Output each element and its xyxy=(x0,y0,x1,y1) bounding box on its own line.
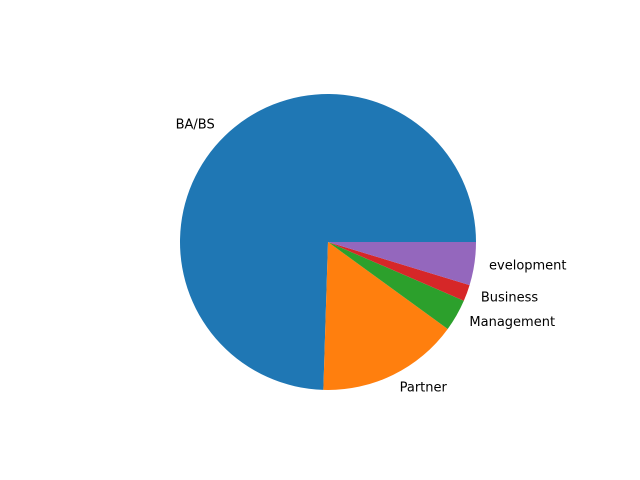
pie-slice-partner xyxy=(323,242,448,391)
slices-layer xyxy=(180,94,476,391)
slice-label-evelopment: evelopment xyxy=(489,258,567,273)
slice-label-management: Management xyxy=(469,315,555,330)
slice-label-ba-bs: BA/BS xyxy=(176,118,215,133)
slice-label-partner: Partner xyxy=(400,381,448,396)
pie-slice-ba-bs xyxy=(180,94,476,390)
labels-layer: BA/BS Partner Management Business evelopment xyxy=(176,118,567,396)
slice-label-business: Business xyxy=(481,291,539,306)
pie-slice-evelopment xyxy=(328,242,476,286)
pie-slice-management xyxy=(328,242,464,329)
pie-slice-business xyxy=(328,242,470,301)
